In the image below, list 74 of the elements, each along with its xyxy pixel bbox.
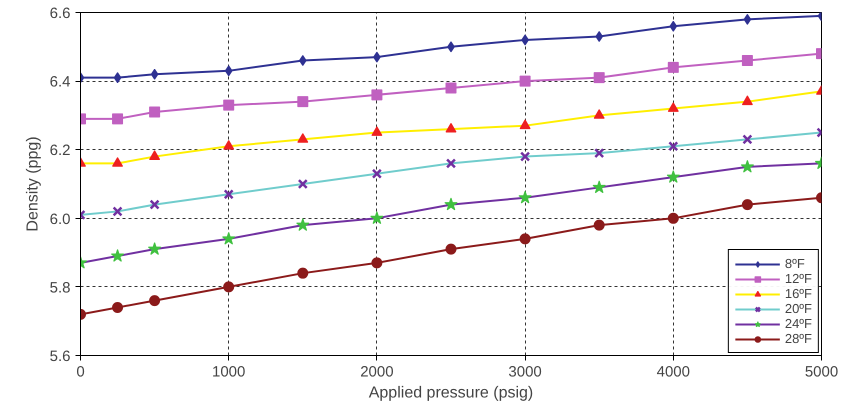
point [296,218,310,231]
point [297,133,308,143]
y-tick-label: 5.8 [50,279,71,296]
point [110,249,124,262]
point [372,168,382,179]
y-tick-label: 6.2 [50,142,71,160]
y-tick-label: 6.0 [50,210,71,228]
point [668,212,679,224]
point [594,148,604,158]
y-tick-label: 6.4 [50,74,71,91]
point [594,109,605,119]
x-tick-label: 4000 [656,364,690,380]
point [224,189,234,200]
point [742,55,753,66]
point [112,302,124,313]
legend-label: 12ºF [784,271,812,286]
point [668,62,679,73]
point [446,82,456,94]
point [223,100,234,111]
point [518,190,532,204]
point [371,89,382,100]
point [149,199,160,210]
point [740,160,754,173]
point [298,55,307,66]
point [297,268,308,279]
point [149,295,160,306]
point [594,220,605,231]
point [446,244,456,255]
point [595,31,604,42]
x-tick-label: 3000 [508,364,542,380]
y-axis-title: Density (ppg) [24,136,42,232]
point [223,140,234,150]
point [444,198,458,210]
legend-label: 16ºF [784,286,812,301]
point [112,206,123,217]
point [370,211,384,224]
point [592,180,606,194]
point [520,76,531,87]
y-tick-label: 5.6 [50,348,71,365]
point [520,233,531,244]
point [669,20,678,32]
x-tick-label: 2000 [360,364,394,380]
point [371,257,382,268]
legend-label: 24ºF [784,316,812,331]
point [666,170,680,183]
point [371,126,382,136]
legend-label: 28ºF [784,331,812,346]
point [298,178,308,190]
x-tick-label: 1000 [212,364,246,380]
point [520,151,530,162]
x-axis-title: Applied pressure (psig) [368,384,534,402]
point [297,96,308,108]
point [224,65,233,76]
x-tick-label: 0 [76,364,85,380]
point [112,157,124,167]
point [668,141,678,152]
point [446,158,456,169]
point [223,281,234,292]
legend-label: 8ºF [784,256,805,271]
point [222,232,236,245]
point [742,134,753,145]
point [594,72,605,84]
point [149,150,160,160]
point [668,102,679,112]
point [520,119,531,130]
point [112,113,124,124]
point [148,242,162,255]
point [742,95,753,106]
point [446,122,456,133]
point [149,106,160,118]
legend-label: 20ºF [784,301,812,316]
point [742,199,753,210]
x-tick-label: 5000 [804,364,838,380]
y-tick-label: 6.6 [50,5,71,22]
